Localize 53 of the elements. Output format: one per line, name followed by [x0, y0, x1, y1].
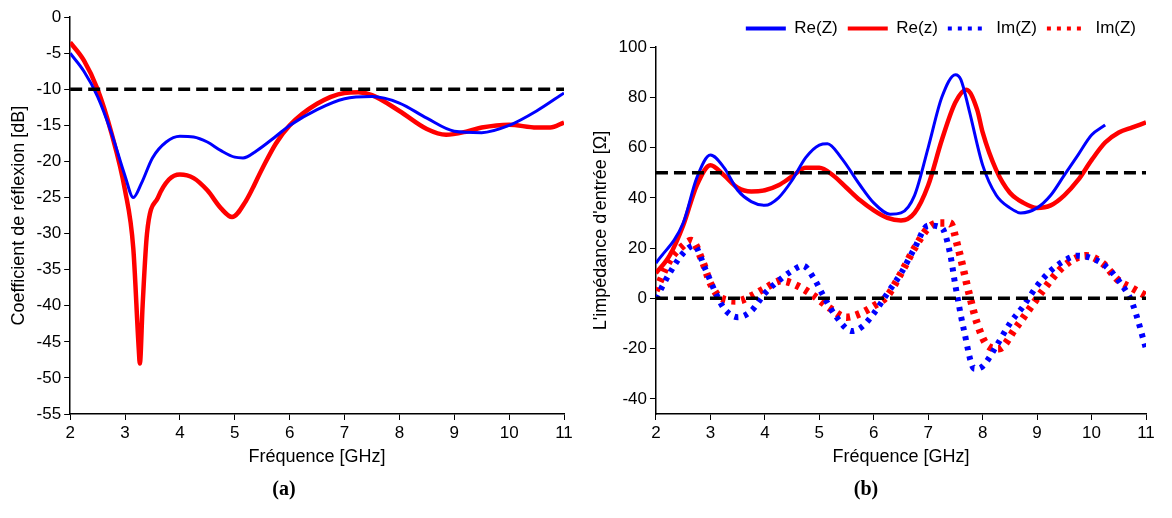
x-tick-label: 4 [760, 422, 770, 442]
y-tick-label: 0 [51, 6, 62, 26]
x-tick-label: 3 [705, 422, 716, 442]
x-tick-label: 2 [651, 422, 661, 442]
y-tick-label: -55 [36, 403, 62, 423]
y-tick-label: 80 [628, 86, 647, 106]
y-tick-label: 60 [628, 137, 647, 157]
y-tick-label: -30 [36, 223, 62, 243]
y-tick-label: 40 [628, 187, 647, 207]
y-tick-label: -40 [622, 388, 647, 408]
x-tick-label: 10 [499, 422, 519, 442]
x-tick-label: 6 [284, 422, 295, 442]
text: (a) [272, 477, 296, 501]
y-tick-label: -25 [36, 187, 62, 207]
x-tick-label: 7 [923, 422, 933, 442]
y-axis-title: Coefficient de réflexion [dB] [7, 105, 28, 326]
line-series [70, 51, 564, 200]
legend-label: Im(Z) [996, 18, 1037, 38]
line-series [70, 40, 564, 366]
legend-label: Im(Z) [1095, 18, 1136, 38]
x-tick-label: 8 [977, 422, 988, 442]
x-tick-label: 5 [230, 422, 240, 442]
x-tick-label: 3 [120, 422, 130, 442]
y-tick-label: -40 [36, 295, 62, 315]
x-tick-label: 2 [65, 422, 75, 442]
y-tick-label: 100 [618, 36, 647, 56]
x-axis-title: Fréquence [GHz] [832, 446, 970, 467]
y-tick-label: 0 [637, 288, 647, 308]
x-tick-label: 5 [814, 422, 825, 442]
x-axis-title: Fréquence [GHz] [248, 446, 386, 467]
x-tick-label: 8 [394, 422, 405, 442]
x-tick-label: 7 [339, 422, 350, 442]
y-tick-label: -15 [36, 115, 62, 135]
text: (b) [853, 477, 879, 501]
legend-label: Re(z) [896, 18, 938, 38]
y-tick-label: -20 [36, 151, 62, 171]
y-tick-label: -20 [622, 338, 647, 358]
y-tick-label: -45 [36, 331, 62, 351]
x-tick-label: 4 [175, 422, 185, 442]
x-tick-label: 9 [449, 422, 459, 442]
y-axis-title: L'impédance d'entrée [Ω] [589, 130, 610, 331]
legend-label: Re(Z) [794, 18, 838, 38]
y-tick-label: -35 [36, 259, 62, 279]
y-tick-label: -50 [36, 367, 62, 387]
x-tick-label: 11 [1137, 422, 1155, 442]
x-tick-label: 6 [869, 422, 879, 442]
x-tick-label: 11 [555, 422, 573, 442]
x-tick-label: 10 [1082, 422, 1102, 442]
x-tick-label: 9 [1032, 422, 1042, 442]
line-series [655, 73, 1107, 265]
y-tick-label: -10 [36, 79, 62, 99]
y-tick-label: 20 [628, 237, 647, 257]
y-tick-label: -5 [46, 42, 62, 62]
